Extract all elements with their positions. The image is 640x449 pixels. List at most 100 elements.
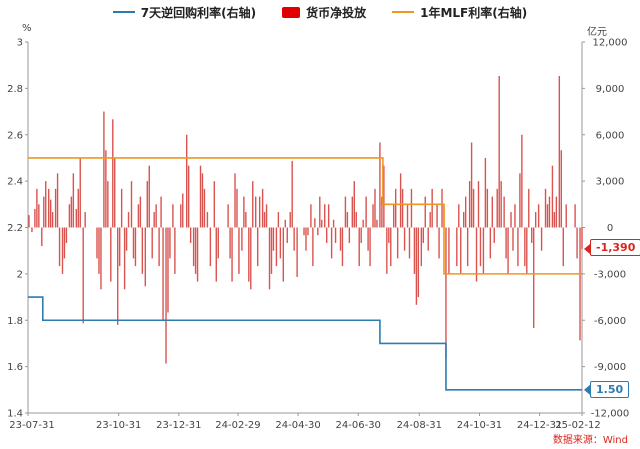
net-injection-bar [396,227,399,259]
net-injection-bar [56,173,59,228]
net-injection-bar [194,227,197,274]
net-injection-bar [139,196,142,228]
net-injection-bar [463,212,465,228]
net-injection-bar [413,227,416,274]
net-injection-bar [394,188,397,228]
net-injection-bar [581,227,583,249]
net-injection-bar [110,227,112,282]
net-injection-bar [558,76,561,228]
net-injection-bar [314,218,316,228]
right-tick-label: -12,000 [591,409,630,420]
net-injection-bar [344,196,347,228]
net-injection-bar [261,188,264,228]
net-injection-bar [45,181,47,228]
legend-item-net-injection[interactable]: 货币净投放 [282,4,366,21]
net-injection-bar [49,199,52,228]
net-injection-bar [555,196,558,228]
net-injection-bar [510,212,512,228]
net-injection-bar [317,227,319,236]
net-injection-bar [448,227,450,274]
net-injection-bar [351,196,354,228]
net-injection-bar [491,196,493,228]
net-injection-bar [500,181,502,228]
net-injection-bar [307,227,309,236]
net-injection-bar [512,227,514,251]
net-injection-bar [201,173,204,228]
left-tick-label: 2.4 [7,177,23,188]
net-injection-bar [167,227,169,313]
net-injection-bar [291,161,293,228]
x-tick-label: 24-06-30 [336,420,381,431]
right-tick-label: -9,000 [594,362,626,373]
net-injection-bar [537,204,540,228]
net-injection-bar [475,227,478,282]
net-injection-bar [519,173,521,228]
net-injection-bar [241,227,243,251]
net-injection-bar [321,219,323,228]
legend-label-repo: 7天逆回购利率(右轴) [140,5,257,20]
net-injection-bar [213,181,216,228]
net-injection-bar [386,227,388,274]
net-injection-bar [258,196,261,228]
net-injection-bar [427,227,429,251]
net-injection-bar [470,142,473,228]
net-injection-bar [158,227,160,267]
net-injection-bar [162,227,164,321]
net-injection-bar [507,227,509,274]
net-injection-bar [424,196,426,228]
net-injection-bar [410,188,413,228]
net-injection-bar [369,227,371,267]
net-injection-bar [256,227,259,267]
net-injection-bar [155,204,157,228]
net-injection-bar [353,181,355,228]
net-injection-bar [399,173,402,228]
net-injection-bar [107,181,109,228]
net-injection-bar [209,227,212,267]
legend-label-mlf: 1年MLF利率(右轴) [420,5,528,20]
net-injection-bar [460,227,462,274]
net-injection-bar [160,196,162,228]
net-injection-bar [438,227,440,259]
legend-item-mlf[interactable]: 1年MLF利率(右轴) [392,4,527,21]
net-injection-bar [390,227,392,267]
net-injection-bar [65,227,68,243]
net-injection-bar [118,227,121,267]
right-tick-label: -3,000 [594,269,626,280]
left-tick-label: 1.4 [7,409,23,420]
net-injection-bar [130,181,133,228]
chart-legend: 7天逆回购利率(右轴) 货币净投放 1年MLF利率(右轴) [0,3,640,21]
source-note: 数据来源：Wind [552,435,628,446]
net-injection-bar [420,227,423,267]
net-injection-bar [514,204,516,228]
net-injection-bar [524,227,526,267]
left-tick-label: 3 [17,38,23,49]
net-injection-bar [61,227,64,274]
legend-item-repo[interactable]: 7天逆回购利率(右轴) [112,4,257,21]
net-injection-bar [103,111,105,228]
net-injection-bar [153,212,155,228]
net-injection-bar [117,227,119,325]
right-tick-label: -6,000 [594,316,626,327]
net-injection-bar [576,227,578,259]
net-injection-bar [358,227,360,267]
net-injection-bar [305,227,307,251]
net-injection-bar [54,188,57,228]
x-tick-label: 23-10-31 [96,420,141,431]
net-injection-bar [206,212,209,228]
net-injection-bar [458,204,460,228]
net-injection-bar [477,181,480,228]
net-injection-bar [187,165,190,228]
net-injection-bar [234,173,236,228]
legend-swatch-repo [112,11,135,13]
net-injection-bar [464,196,467,228]
net-injection-bar [327,204,330,228]
net-injection-bar [277,212,280,228]
net-injection-bar [134,227,137,267]
net-injection-bar [243,196,245,228]
net-injection-bar [146,181,148,228]
right-tick-label: 3,000 [596,177,625,188]
net-injection-bar [517,227,519,267]
repo-rate-line [28,296,582,391]
